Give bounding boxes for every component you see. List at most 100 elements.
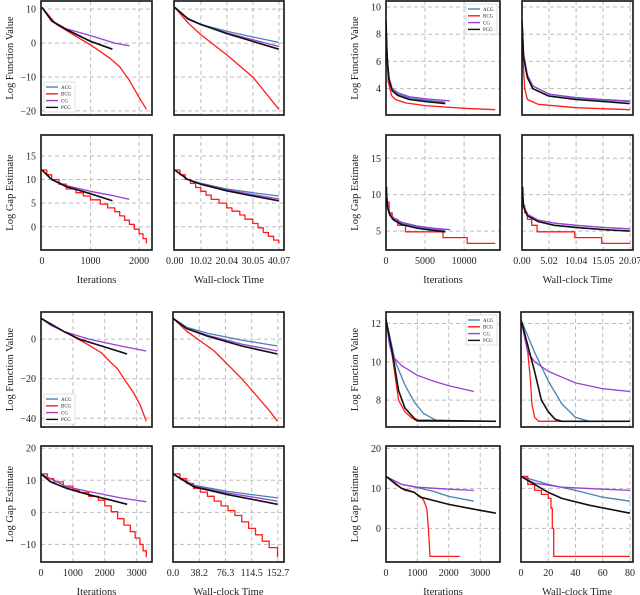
x-axis-label: Iterations bbox=[423, 275, 463, 286]
series-line-bcg bbox=[386, 186, 496, 245]
subplot-16: 0 20 40 60 80 Wall-clock Time bbox=[519, 445, 635, 595]
series-line-pcg bbox=[521, 319, 630, 423]
y-tick-label: −10 bbox=[20, 73, 36, 84]
y-axis-label: Log Function Value bbox=[5, 328, 16, 412]
x-tick-label: 2000 bbox=[129, 256, 149, 267]
subplot-6 bbox=[521, 0, 634, 116]
x-tick-label: 0 bbox=[384, 256, 389, 267]
x-tick-label: 38.2 bbox=[191, 568, 209, 579]
axes-frame bbox=[172, 311, 285, 428]
axes-frame bbox=[173, 134, 285, 251]
series-line-pcg bbox=[41, 169, 113, 202]
y-tick-label: 5 bbox=[31, 199, 36, 210]
subplot-14 bbox=[520, 311, 634, 428]
subplot-3: 0 1000 2000 0 5 10 15 Iterations Log Gap Estimat… bbox=[5, 134, 153, 286]
series-line-pcg bbox=[522, 20, 630, 105]
x-tick-label: 0.00 bbox=[166, 256, 184, 267]
legend-label: ACG bbox=[483, 8, 494, 13]
series-line-bcg bbox=[522, 20, 630, 111]
x-tick-label: 2000 bbox=[95, 568, 115, 579]
y-tick-label: −20 bbox=[20, 374, 36, 385]
series-line-bcg bbox=[173, 317, 279, 422]
x-axis-label: Iterations bbox=[423, 587, 463, 595]
y-tick-label: 15 bbox=[26, 151, 36, 162]
axes-frame bbox=[40, 445, 153, 563]
legend-label: CG bbox=[61, 411, 68, 416]
series-line-bcg bbox=[42, 169, 148, 244]
series-line-pcg bbox=[386, 20, 446, 105]
series-line-bcg bbox=[173, 473, 279, 558]
axes-frame bbox=[521, 0, 634, 116]
y-tick-label: 10 bbox=[371, 357, 381, 368]
series-line-pcg bbox=[386, 187, 446, 233]
y-axis-label: Log Gap Estimate bbox=[5, 154, 16, 231]
series-line-cg bbox=[41, 473, 147, 503]
x-tick-label: 30.05 bbox=[242, 256, 265, 267]
x-tick-label: 60 bbox=[598, 568, 608, 579]
subplot-2 bbox=[173, 0, 285, 116]
x-tick-label: 15.05 bbox=[592, 256, 615, 267]
y-tick-label: 8 bbox=[376, 30, 381, 41]
subplot-10 bbox=[172, 311, 285, 428]
axes-frame bbox=[385, 311, 501, 428]
y-tick-label: 10 bbox=[371, 2, 381, 13]
y-tick-label: 12 bbox=[371, 319, 381, 330]
y-tick-label: 0 bbox=[31, 39, 36, 50]
subplot-4: 0.00 10.02 20.04 30.05 40.07 Wall-clock Time bbox=[166, 134, 291, 286]
series-line-pcg bbox=[521, 475, 631, 514]
y-axis-label: Log Gap Estimate bbox=[350, 465, 361, 542]
axes-frame bbox=[172, 445, 285, 563]
x-axis-label: Wall-clock Time bbox=[193, 587, 263, 595]
subplot-8: 0.00 5.02 10.04 15.05 20.07 Wall-clock Time bbox=[513, 134, 640, 286]
series-line-pcg bbox=[41, 317, 128, 355]
y-tick-label: −40 bbox=[20, 414, 36, 425]
axes-frame bbox=[173, 0, 285, 116]
axes-frame bbox=[385, 0, 501, 116]
y-tick-label: 10 bbox=[26, 476, 36, 487]
y-tick-label: 0 bbox=[376, 524, 381, 535]
x-axis-label: Iterations bbox=[77, 587, 117, 595]
y-tick-label: 8 bbox=[376, 396, 381, 407]
subplot-12: 0.0 38.2 76.3 114.5 152.7 Wall-clock Time bbox=[167, 445, 289, 595]
x-tick-label: 3000 bbox=[470, 568, 490, 579]
legend-label: CG bbox=[483, 21, 490, 26]
subplot-15: 0 1000 2000 3000 0 10 20 Iterations Log Gap Esti… bbox=[350, 444, 501, 595]
series-line-bcg bbox=[174, 6, 280, 110]
legend-label: BCG bbox=[483, 15, 494, 20]
x-tick-label: 114.5 bbox=[241, 568, 263, 579]
axes-frame bbox=[385, 445, 501, 563]
x-tick-label: 5000 bbox=[415, 256, 435, 267]
series-line-acg bbox=[521, 475, 631, 502]
series-line-acg bbox=[386, 187, 446, 231]
y-axis-label: Log Function Value bbox=[350, 16, 361, 100]
axes-frame bbox=[40, 134, 153, 251]
x-tick-label: 0 bbox=[39, 256, 44, 267]
x-tick-label: 0 bbox=[384, 568, 389, 579]
series-line-bcg bbox=[521, 475, 630, 558]
x-tick-label: 10000 bbox=[452, 256, 477, 267]
axes-frame bbox=[520, 311, 634, 428]
x-tick-label: 40.07 bbox=[268, 256, 291, 267]
series-line-pcg bbox=[174, 169, 279, 202]
x-tick-label: 76.3 bbox=[217, 568, 235, 579]
series-line-acg bbox=[41, 169, 113, 202]
series-line-pcg bbox=[173, 317, 278, 355]
series-line-pcg bbox=[41, 6, 113, 50]
legend-label: PCG bbox=[61, 418, 71, 423]
series-line-pcg bbox=[41, 473, 128, 506]
x-tick-label: 2000 bbox=[439, 568, 459, 579]
x-axis-label: Wall-clock Time bbox=[194, 275, 264, 286]
series-line-acg bbox=[386, 319, 474, 422]
legend-label: PCG bbox=[483, 339, 493, 344]
x-tick-label: 80 bbox=[625, 568, 635, 579]
y-tick-label: 10 bbox=[371, 190, 381, 201]
y-tick-label: −10 bbox=[20, 540, 36, 551]
